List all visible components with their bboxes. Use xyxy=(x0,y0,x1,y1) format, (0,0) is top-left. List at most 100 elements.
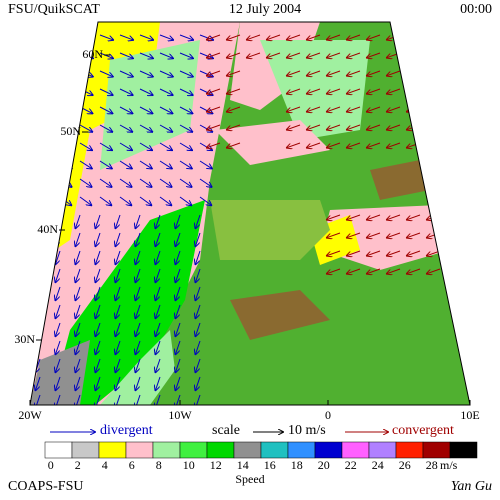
wind-vector xyxy=(135,340,141,354)
wind-vector xyxy=(135,268,141,282)
wind-vector xyxy=(327,34,341,40)
wind-vector xyxy=(115,304,121,318)
colorbar-box xyxy=(395,441,424,459)
wind-vector xyxy=(135,394,141,405)
wind-vector xyxy=(207,34,221,40)
wind-vector xyxy=(119,142,132,150)
wind-vector xyxy=(195,250,201,264)
wind-vector xyxy=(119,124,132,132)
wind-vector xyxy=(347,106,361,112)
wind-vector xyxy=(59,88,73,95)
wind-vector xyxy=(195,286,201,300)
wind-vector xyxy=(307,106,321,112)
lon-labels: 20W 10W 0 10E xyxy=(18,400,480,422)
wind-vector xyxy=(175,394,181,405)
wind-vector xyxy=(59,70,73,77)
colorbar-label: 4 xyxy=(102,458,108,472)
colorbar-box xyxy=(449,441,478,459)
wind-vector xyxy=(35,250,41,264)
wind-vector xyxy=(55,376,61,390)
wind-vector xyxy=(39,124,52,132)
wind-vector xyxy=(247,52,261,58)
wind-vector xyxy=(427,124,441,130)
wind-vector xyxy=(327,214,341,220)
wind-vector xyxy=(115,358,121,372)
wind-vector xyxy=(195,358,201,372)
convergent-label: convergent xyxy=(392,423,454,438)
wind-vector xyxy=(99,34,113,40)
wind-vector xyxy=(207,52,221,58)
wind-vector xyxy=(367,250,381,256)
divergent-label: divergent xyxy=(100,423,153,438)
wind-vector xyxy=(139,196,151,205)
wind-vector xyxy=(175,358,181,372)
wind-vector xyxy=(99,142,112,150)
colorbar-box xyxy=(44,441,73,459)
wind-vector xyxy=(119,196,131,205)
colorbar-box xyxy=(368,441,397,459)
wind-vector xyxy=(95,340,101,354)
wind-vector xyxy=(39,52,53,58)
wind-vector xyxy=(347,52,361,58)
wind-vector xyxy=(367,70,381,76)
wind-vector xyxy=(139,34,153,40)
wind-vector xyxy=(367,214,381,220)
wind-vector xyxy=(75,232,81,246)
wind-vector xyxy=(119,34,133,40)
colorbar-label: 28 xyxy=(426,458,438,472)
wind-vector xyxy=(155,286,161,300)
colorbar-box xyxy=(260,441,289,459)
time: 00:00 xyxy=(460,2,492,17)
wind-vector xyxy=(287,52,301,58)
wind-vector xyxy=(447,106,461,112)
wind-vector xyxy=(195,394,201,405)
wind-vector xyxy=(119,52,133,58)
wind-vector xyxy=(179,106,192,113)
title: FSU/QuikSCAT xyxy=(8,2,100,17)
wind-vector xyxy=(267,52,281,58)
wind-vector xyxy=(247,34,261,40)
colorbar-label: 18 xyxy=(291,458,303,472)
wind-vector xyxy=(447,88,461,94)
wind-vector xyxy=(119,88,133,95)
wind-vector xyxy=(387,124,401,130)
wind-vector xyxy=(367,106,381,112)
wind-vector xyxy=(159,142,172,150)
colorbar-box xyxy=(341,441,370,459)
wind-vector xyxy=(95,268,101,282)
colorbar-box xyxy=(233,441,262,459)
wind-vector xyxy=(207,106,221,112)
colorbar-box xyxy=(422,441,451,459)
wind-vector xyxy=(347,250,361,256)
wind-vector xyxy=(75,358,81,372)
wind-vector xyxy=(39,70,53,77)
wind-vector xyxy=(179,70,193,77)
wind-vector xyxy=(95,232,101,246)
colorbar-label: 10 xyxy=(183,458,195,472)
wind-vector xyxy=(307,34,321,40)
wind-vector xyxy=(199,196,211,205)
wind-vector xyxy=(35,286,41,300)
wind-vector xyxy=(327,124,341,130)
wind-vector xyxy=(347,34,361,40)
wind-vector xyxy=(135,376,141,390)
colorbar-box xyxy=(287,441,316,459)
wind-vector xyxy=(195,304,201,318)
wind-vector xyxy=(75,268,81,282)
wind-vector xyxy=(59,142,72,150)
colorbar-label: 8 xyxy=(156,458,162,472)
wind-vector xyxy=(115,232,121,246)
wind-vector xyxy=(115,286,121,300)
wind-vector xyxy=(327,52,341,58)
wind-vector xyxy=(287,34,301,40)
wind-vector xyxy=(75,394,81,405)
wind-vector xyxy=(179,124,192,132)
wind-vector xyxy=(347,124,361,130)
wind-vector xyxy=(75,214,81,228)
wind-vector xyxy=(227,52,241,58)
colorbar-label: 16 xyxy=(264,458,276,472)
wind-vector xyxy=(227,124,241,130)
wind-vector xyxy=(407,88,421,94)
wind-vector xyxy=(55,394,61,405)
wind-vector xyxy=(307,124,321,130)
